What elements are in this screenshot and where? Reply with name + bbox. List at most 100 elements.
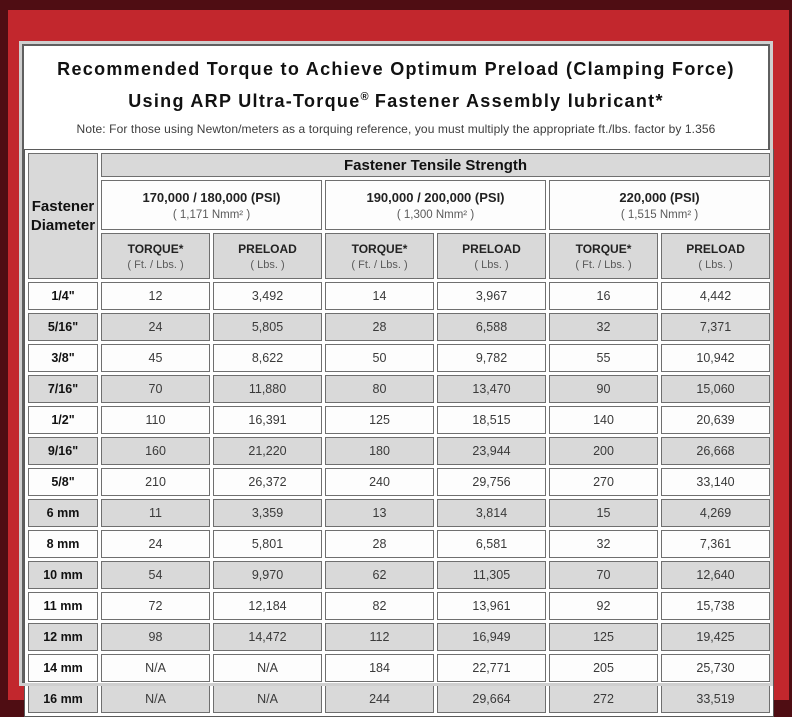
psi-group-190-200: 190,000 / 200,000 (PSI) ( 1,300 Nmm² ) [325,180,546,230]
torque-cell: 92 [549,592,658,620]
torque-cell: 11 [101,499,210,527]
preload-cell: 9,782 [437,344,546,372]
table-row-16mm: 16 mm N/A N/A 244 29,664 272 33,519 [28,685,771,713]
preload-cell: 12,184 [213,592,322,620]
torque-cell: 80 [325,375,434,403]
table-row-14mm: 14 mm N/A N/A 184 22,771 205 25,730 [28,654,771,682]
preload-cell: 5,801 [213,530,322,558]
preload-cell: 6,588 [437,313,546,341]
preload-cell: 7,371 [661,313,771,341]
document-panel: Recommended Torque to Achieve Optimum Pr… [19,41,775,717]
torque-cell: 160 [101,437,210,465]
preload-cell: 29,756 [437,468,546,496]
torque-cell: 200 [549,437,658,465]
diameter-cell: 12 mm [28,623,98,651]
tensile-strength-header: Fastener Tensile Strength [101,153,771,177]
table-row-5-8-inch: 5/8" 210 26,372 240 29,756 270 33,140 [28,468,771,496]
preload-cell: 11,880 [213,375,322,403]
torque-cell: 125 [325,406,434,434]
preload-cell: 19,425 [661,623,771,651]
psi-group-220: 220,000 (PSI) ( 1,515 Nmm² ) [549,180,771,230]
torque-cell: 24 [101,313,210,341]
torque-cell: 16 [549,282,658,310]
psi-label: 170,000 / 180,000 (PSI) [142,189,281,205]
table-row-8mm: 8 mm 24 5,801 28 6,581 32 7,361 [28,530,771,558]
torque-cell: 70 [549,561,658,589]
torque-cell: 28 [325,530,434,558]
table-row-12mm: 12 mm 98 14,472 112 16,949 125 19,425 [28,623,771,651]
preload-cell: 13,961 [437,592,546,620]
psi-label: 190,000 / 200,000 (PSI) [366,189,505,205]
diameter-cell: 7/16" [28,375,98,403]
nmm-label: ( 1,171 Nmm² ) [172,208,251,221]
preload-cell: 16,391 [213,406,322,434]
diameter-cell: 10 mm [28,561,98,589]
preload-cell: 23,944 [437,437,546,465]
torque-cell: 270 [549,468,658,496]
diameter-cell: 5/8" [28,468,98,496]
preload-cell: 33,519 [661,685,771,713]
table-row-7-16-inch: 7/16" 70 11,880 80 13,470 90 15,060 [28,375,771,403]
diameter-cell: 11 mm [28,592,98,620]
preload-cell: 14,472 [213,623,322,651]
preload-cell: 4,269 [661,499,771,527]
corner-header-line1: Fastener [31,198,95,215]
title-line-1: Recommended Torque to Achieve Optimum Pr… [57,59,735,79]
torque-cell: 45 [101,344,210,372]
registered-trademark-symbol: ® [360,91,369,103]
diameter-cell: 3/8" [28,344,98,372]
diameter-cell: 6 mm [28,499,98,527]
col-header-preload-1: PRELOAD ( Lbs. ) [213,233,322,279]
torque-preload-table: Fastener Diameter Fastener Tensile Stren… [24,149,775,717]
newton-meter-note: Note: For those using Newton/meters as a… [76,122,716,136]
psi-group-170-180: 170,000 / 180,000 (PSI) ( 1,171 Nmm² ) [101,180,322,230]
table-row-11mm: 11 mm 72 12,184 82 13,961 92 15,738 [28,592,771,620]
torque-cell: 15 [549,499,658,527]
torque-cell: 13 [325,499,434,527]
diameter-cell: 1/2" [28,406,98,434]
diameter-cell: 1/4" [28,282,98,310]
torque-cell: 180 [325,437,434,465]
title-line-2: Using ARP Ultra-Torque® Fastener Assembl… [128,91,664,111]
preload-cell: 33,140 [661,468,771,496]
preload-cell: 25,730 [661,654,771,682]
torque-cell: 32 [549,313,658,341]
torque-cell: 240 [325,468,434,496]
torque-cell: 12 [101,282,210,310]
preload-cell: 15,738 [661,592,771,620]
torque-cell: 62 [325,561,434,589]
torque-cell: 125 [549,623,658,651]
torque-cell: 210 [101,468,210,496]
torque-cell: 98 [101,623,210,651]
nmm-label: ( 1,300 Nmm² ) [396,208,475,221]
preload-cell: 10,942 [661,344,771,372]
preload-cell: 26,372 [213,468,322,496]
preload-cell: 3,967 [437,282,546,310]
preload-cell: 11,305 [437,561,546,589]
preload-cell: 3,814 [437,499,546,527]
torque-cell: 112 [325,623,434,651]
table-row-10mm: 10 mm 54 9,970 62 11,305 70 12,640 [28,561,771,589]
preload-cell: 5,805 [213,313,322,341]
torque-cell: 205 [549,654,658,682]
preload-cell: 8,622 [213,344,322,372]
preload-cell: N/A [213,685,322,713]
torque-cell: 14 [325,282,434,310]
preload-cell: 29,664 [437,685,546,713]
table-row-3-8-inch: 3/8" 45 8,622 50 9,782 55 10,942 [28,344,771,372]
diameter-cell: 16 mm [28,685,98,713]
diameter-cell: 5/16" [28,313,98,341]
col-header-preload-3: PRELOAD ( Lbs. ) [661,233,771,279]
diameter-cell: 9/16" [28,437,98,465]
nmm-label: ( 1,515 Nmm² ) [620,208,699,221]
col-header-torque-3: TORQUE* ( Ft. / Lbs. ) [549,233,658,279]
preload-cell: 12,640 [661,561,771,589]
torque-cell: 32 [549,530,658,558]
col-header-torque-1: TORQUE* ( Ft. / Lbs. ) [101,233,210,279]
torque-cell: 82 [325,592,434,620]
col-header-torque-2: TORQUE* ( Ft. / Lbs. ) [325,233,434,279]
torque-cell: 24 [101,530,210,558]
table-row-6mm: 6 mm 11 3,359 13 3,814 15 4,269 [28,499,771,527]
torque-cell: 184 [325,654,434,682]
torque-cell: 140 [549,406,658,434]
